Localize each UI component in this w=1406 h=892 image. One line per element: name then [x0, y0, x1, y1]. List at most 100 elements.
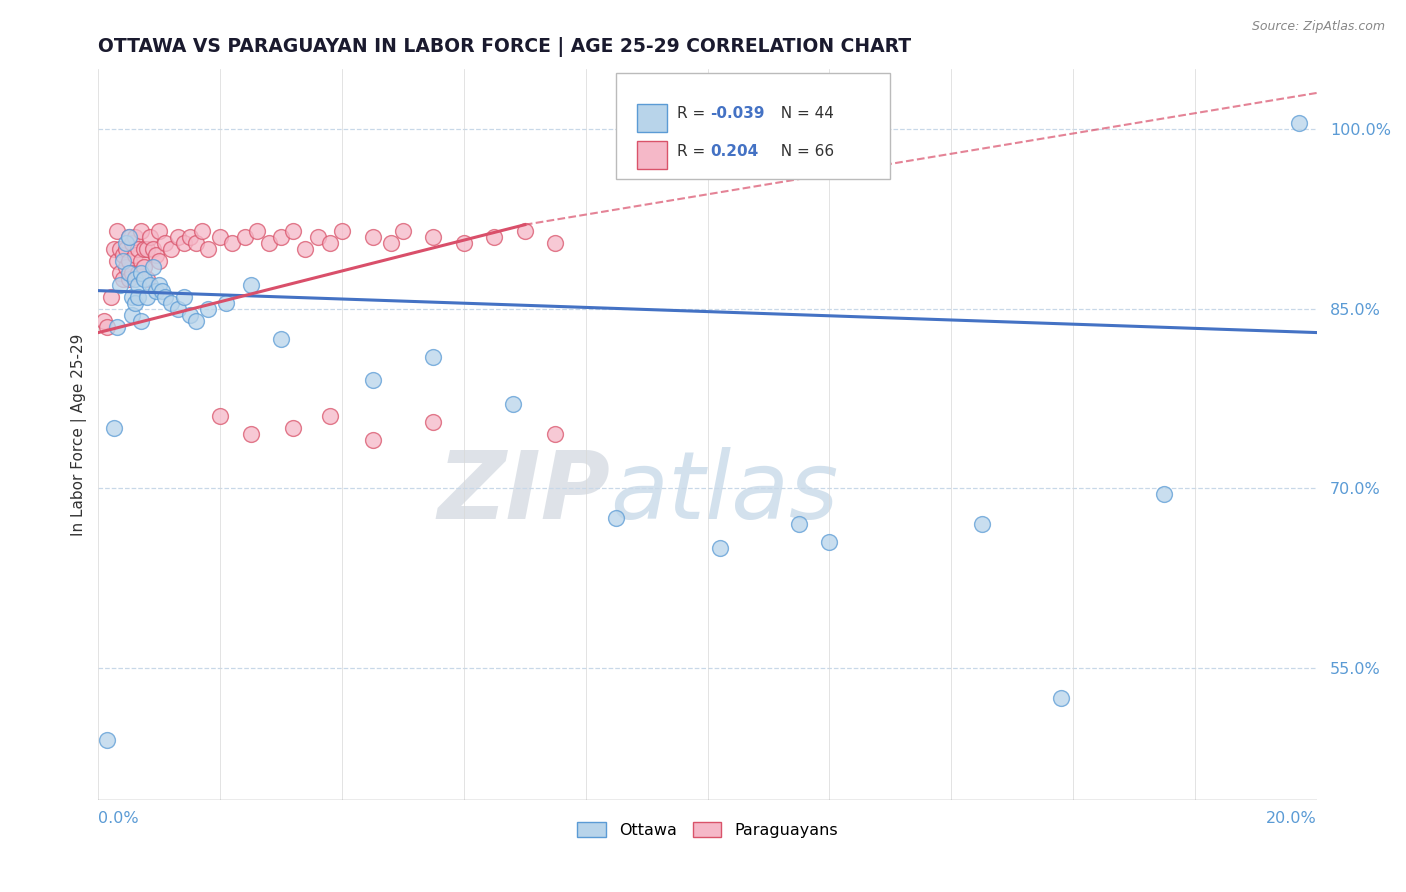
Point — [145, 248, 167, 262]
Point — [129, 253, 152, 268]
Point — [160, 295, 183, 310]
Point — [114, 242, 136, 256]
Point — [93, 313, 115, 327]
Point — [191, 224, 214, 238]
Point — [103, 242, 125, 256]
Point — [709, 541, 731, 556]
Point — [173, 290, 195, 304]
Text: R =: R = — [678, 106, 710, 121]
Point — [197, 242, 219, 256]
Point — [544, 235, 567, 250]
Point — [105, 253, 128, 268]
Point — [96, 319, 118, 334]
Point — [484, 229, 506, 244]
Point — [111, 253, 134, 268]
Point — [100, 290, 122, 304]
Point — [184, 235, 207, 250]
Text: Source: ZipAtlas.com: Source: ZipAtlas.com — [1251, 20, 1385, 33]
Point — [118, 229, 141, 244]
Text: atlas: atlas — [610, 448, 838, 539]
Point — [139, 229, 162, 244]
Point — [148, 253, 170, 268]
FancyBboxPatch shape — [616, 72, 890, 178]
Text: ZIP: ZIP — [437, 447, 610, 539]
Point — [129, 266, 152, 280]
FancyBboxPatch shape — [637, 103, 668, 132]
Point — [155, 290, 177, 304]
Point — [453, 235, 475, 250]
Point — [233, 229, 256, 244]
Point — [108, 242, 131, 256]
Point — [502, 397, 524, 411]
Point — [1050, 691, 1073, 706]
Point — [166, 301, 188, 316]
Text: -0.039: -0.039 — [710, 106, 765, 121]
Point — [818, 535, 841, 549]
Point — [270, 332, 292, 346]
Point — [422, 350, 444, 364]
Point — [121, 308, 143, 322]
Point — [136, 242, 159, 256]
Point — [209, 229, 232, 244]
Point — [160, 242, 183, 256]
Point — [319, 409, 342, 424]
Point — [127, 290, 149, 304]
Point — [136, 271, 159, 285]
Point — [197, 301, 219, 316]
Point — [294, 242, 316, 256]
Point — [270, 229, 292, 244]
Point — [105, 319, 128, 334]
Point — [179, 229, 201, 244]
Point — [319, 235, 342, 250]
Point — [513, 224, 536, 238]
Point — [132, 260, 155, 274]
Point — [121, 290, 143, 304]
Point — [127, 242, 149, 256]
Y-axis label: In Labor Force | Age 25-29: In Labor Force | Age 25-29 — [72, 334, 87, 535]
Text: 0.0%: 0.0% — [98, 811, 139, 826]
Point — [132, 242, 155, 256]
Point — [166, 229, 188, 244]
Point — [239, 427, 262, 442]
Point — [139, 277, 162, 292]
Point — [114, 260, 136, 274]
Point — [380, 235, 402, 250]
Point — [145, 284, 167, 298]
Point — [361, 434, 384, 448]
Text: OTTAWA VS PARAGUAYAN IN LABOR FORCE | AGE 25-29 CORRELATION CHART: OTTAWA VS PARAGUAYAN IN LABOR FORCE | AG… — [98, 37, 911, 57]
Point — [124, 229, 146, 244]
Point — [283, 421, 305, 435]
Point — [184, 313, 207, 327]
Point — [127, 266, 149, 280]
Point — [124, 271, 146, 285]
Point — [132, 271, 155, 285]
Point — [422, 416, 444, 430]
Point — [121, 266, 143, 280]
Point — [118, 229, 141, 244]
Point — [257, 235, 280, 250]
Point — [111, 248, 134, 262]
Point — [111, 271, 134, 285]
Point — [246, 224, 269, 238]
Point — [148, 277, 170, 292]
Text: 20.0%: 20.0% — [1265, 811, 1317, 826]
Point — [103, 421, 125, 435]
Point — [1153, 487, 1175, 501]
Point — [114, 235, 136, 250]
Point — [129, 313, 152, 327]
Point — [239, 277, 262, 292]
Text: R =: R = — [678, 144, 710, 159]
Point — [150, 284, 173, 298]
Point — [221, 235, 243, 250]
Point — [142, 242, 165, 256]
Point — [307, 229, 329, 244]
FancyBboxPatch shape — [637, 141, 668, 169]
Point — [129, 224, 152, 238]
Point — [283, 224, 305, 238]
Point — [96, 733, 118, 747]
Point — [179, 308, 201, 322]
Legend: Ottawa, Paraguayans: Ottawa, Paraguayans — [571, 815, 844, 845]
Point — [544, 427, 567, 442]
Point — [118, 271, 141, 285]
Text: 0.204: 0.204 — [710, 144, 758, 159]
